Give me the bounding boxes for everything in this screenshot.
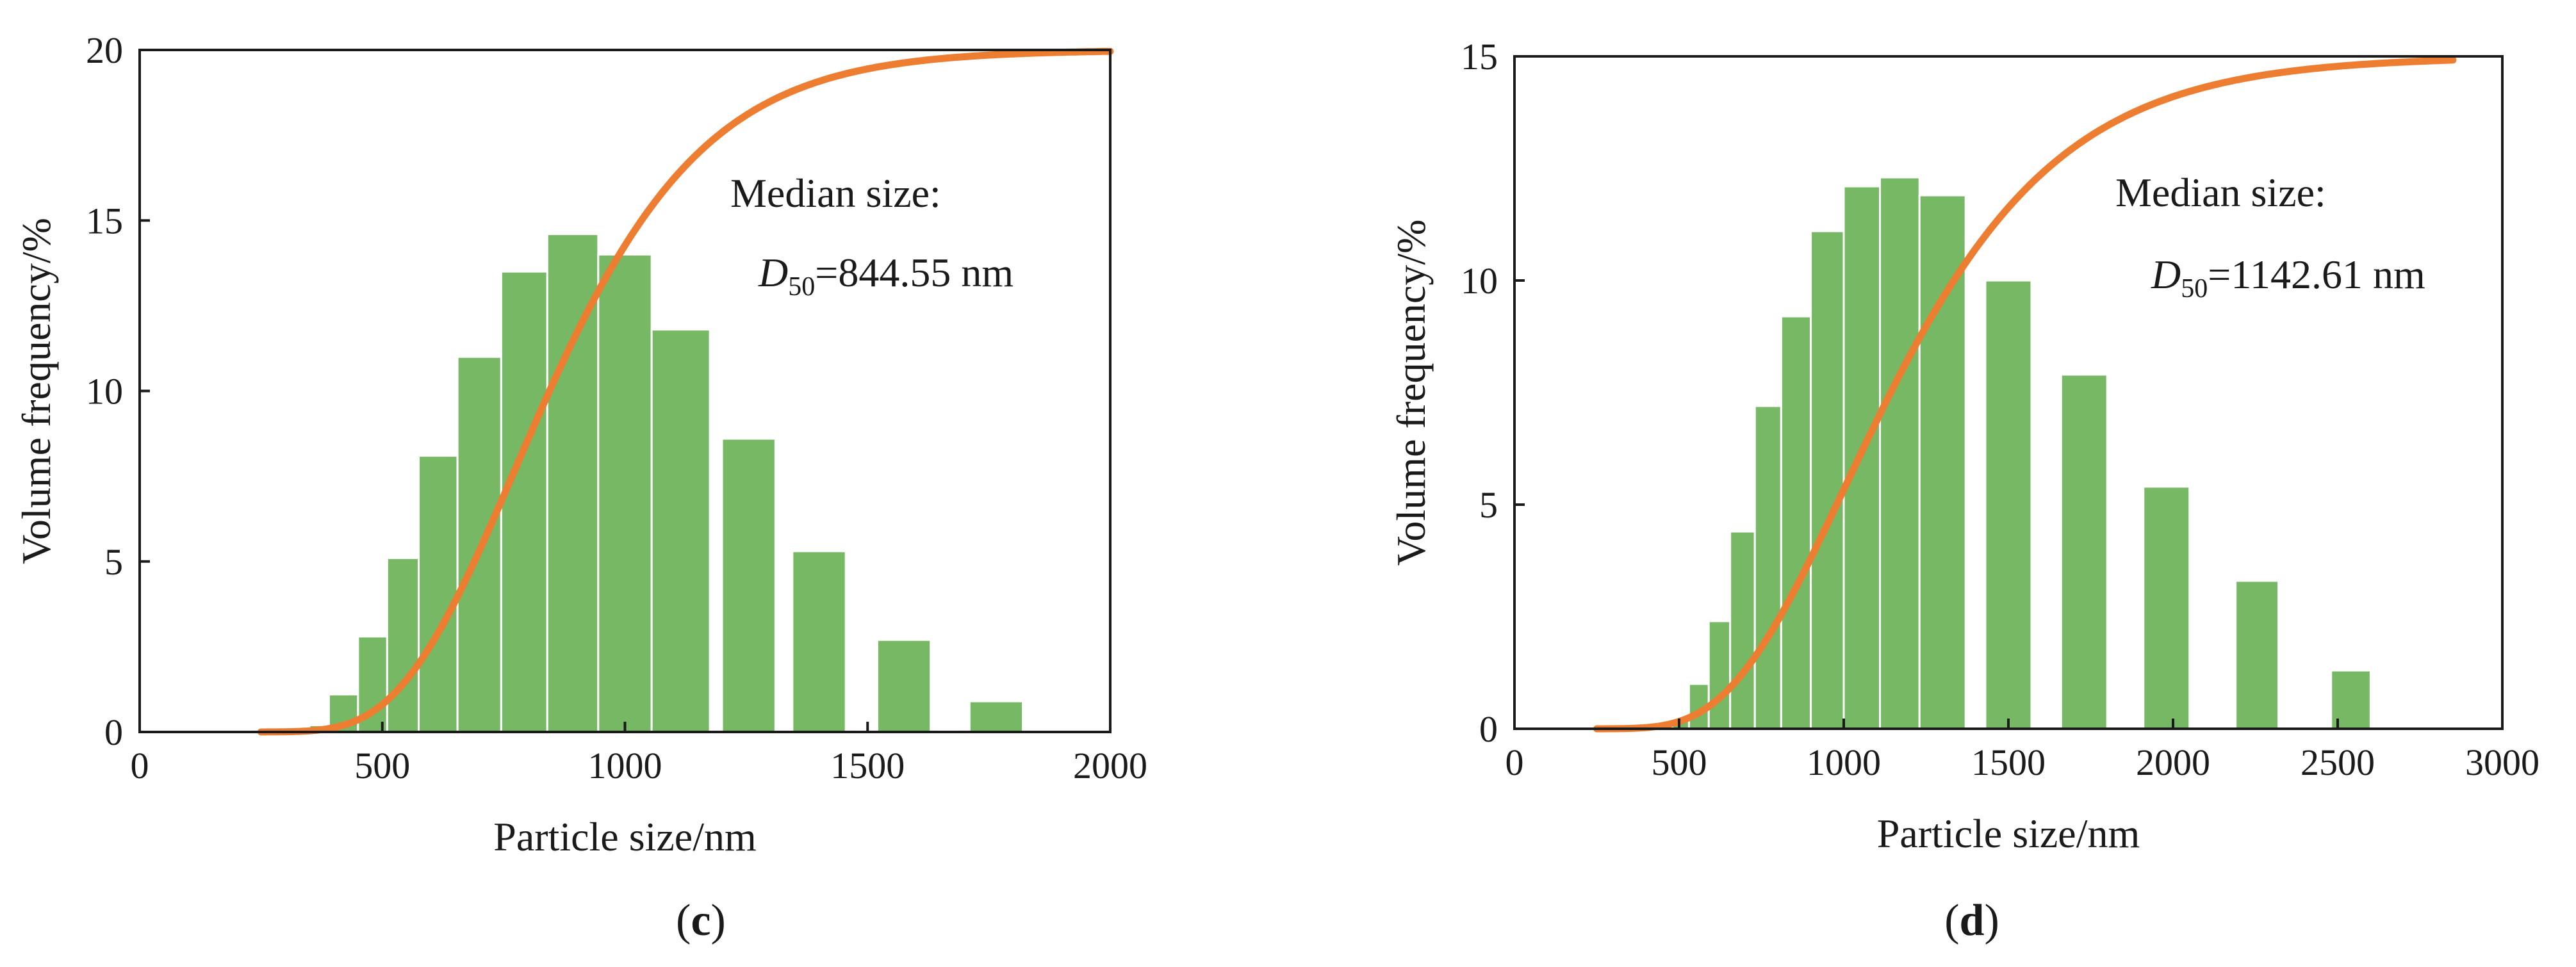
bar-c-12 xyxy=(876,638,932,733)
median-annotation-title-c: Median size: xyxy=(730,170,941,216)
y-axis-label-d: Volume frequency/% xyxy=(1388,220,1434,566)
y-tick-label-d-1: 5 xyxy=(1479,484,1498,526)
bar-c-6 xyxy=(500,270,548,733)
d-subscript: 50 xyxy=(2181,274,2208,304)
bar-d-4 xyxy=(1753,405,1782,730)
y-axis-label-c: Volume frequency/% xyxy=(13,218,59,564)
x-tick-label-c-4: 2000 xyxy=(1073,745,1147,786)
y-tick-label-c-4: 20 xyxy=(86,29,123,71)
y-tick-label-d-2: 10 xyxy=(1461,260,1498,302)
x-tick-label-d-6: 3000 xyxy=(2465,742,2539,783)
chart-panel-d: 0 500 1000 1500 2000 2500 3000 0 5 10 15 Particle s… xyxy=(1388,36,2539,945)
y-tick-label-c-3: 15 xyxy=(86,200,123,241)
bar-c-3 xyxy=(386,557,420,733)
bar-c-8 xyxy=(597,254,653,733)
bar-d-8 xyxy=(1879,176,1921,730)
bar-d-2 xyxy=(1707,620,1732,730)
d-value: =844.55 nm xyxy=(815,250,1013,295)
chart-panel-c: 0 500 1000 1500 2000 0 5 10 15 20 Particle size/nm… xyxy=(13,29,1147,945)
d-symbol: D xyxy=(2151,252,2181,297)
bar-c-4 xyxy=(418,455,459,733)
d-value: =1142.61 nm xyxy=(2208,252,2425,297)
x-tick-label-d-0: 0 xyxy=(1505,742,1524,783)
x-tick-label-c-1: 500 xyxy=(354,745,410,786)
x-tick-label-d-2: 1000 xyxy=(1807,742,1881,783)
bar-c-10 xyxy=(721,437,776,733)
bar-d-3 xyxy=(1729,530,1756,730)
panel-label-d: (d) xyxy=(1944,896,1999,945)
median-annotation-value-c: D50=844.55 nm xyxy=(758,250,1013,302)
x-tick-label-d-1: 500 xyxy=(1652,742,1707,783)
cumulative-curve-d xyxy=(1593,56,2457,733)
bar-d-12 xyxy=(2142,485,2191,730)
x-tick-label-c-3: 1500 xyxy=(830,745,905,786)
x-tick-label-c-2: 1000 xyxy=(588,745,662,786)
x-tick-label-d-4: 2000 xyxy=(2136,742,2210,783)
x-tick-label-d-3: 1500 xyxy=(1971,742,2046,783)
bar-d-6 xyxy=(1810,230,1845,730)
x-axis-label-d: Particle size/nm xyxy=(1877,811,2140,856)
bar-d-5 xyxy=(1780,315,1812,730)
y-tick-label-d-3: 15 xyxy=(1461,36,1498,77)
d-subscript: 50 xyxy=(788,272,815,302)
cumulative-curve-c xyxy=(257,47,1114,736)
y-tick-label-c-0: 0 xyxy=(104,711,123,753)
d-symbol: D xyxy=(758,250,788,295)
y-tick-label-d-0: 0 xyxy=(1479,708,1498,750)
x-tick-label-c-0: 0 xyxy=(131,745,149,786)
bar-c-11 xyxy=(791,550,847,733)
bar-d-11 xyxy=(2060,373,2108,730)
bar-d-13 xyxy=(2235,580,2279,730)
x-axis-label-c: Particle size/nm xyxy=(493,814,757,859)
bar-c-9 xyxy=(650,329,711,733)
median-annotation-value-d: D50=1142.61 nm xyxy=(2151,252,2425,304)
panel-label-c: (c) xyxy=(676,896,726,945)
y-tick-label-c-1: 5 xyxy=(104,541,123,583)
y-tick-label-c-2: 10 xyxy=(86,371,123,412)
bar-c-13 xyxy=(968,700,1024,733)
median-annotation-title-d: Median size: xyxy=(2115,170,2326,215)
x-tick-label-d-5: 2500 xyxy=(2301,742,2375,783)
bar-d-9 xyxy=(1918,194,1967,730)
bar-d-10 xyxy=(1984,279,2033,730)
